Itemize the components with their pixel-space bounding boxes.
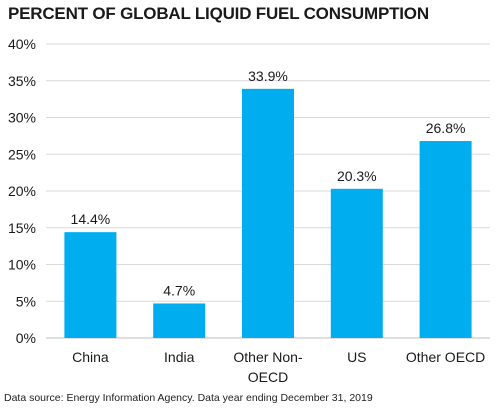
x-tick-label: OECD	[248, 369, 288, 385]
bar	[419, 141, 472, 338]
y-tick-label: 35%	[8, 73, 36, 89]
y-tick-label: 25%	[8, 146, 36, 162]
x-tick-label: Other Non-	[233, 349, 303, 365]
y-tick-label: 20%	[8, 183, 36, 199]
y-tick-label: 30%	[8, 110, 36, 126]
bar	[330, 188, 383, 338]
x-tick-label: US	[347, 349, 366, 365]
y-tick-label: 5%	[16, 293, 36, 309]
data-source-note: Data source: Energy Information Agency. …	[4, 392, 373, 404]
bar	[242, 88, 294, 339]
x-tick-label: China	[72, 349, 109, 365]
y-tick-label: 0%	[16, 330, 36, 346]
chart-title: PERCENT OF GLOBAL LIQUID FUEL CONSUMPTIO…	[8, 4, 429, 23]
bars	[64, 88, 472, 339]
y-axis-tick-labels: 0% 5% 10% 15% 20% 25% 30% 35% 40%	[8, 36, 36, 346]
data-label: 20.3%	[337, 168, 377, 184]
y-tick-label: 10%	[8, 257, 36, 273]
bar	[153, 303, 206, 338]
x-axis-tick-labels: China India Other Non- OECD US Other OECD	[72, 349, 485, 385]
y-tick-label: 15%	[8, 220, 36, 236]
data-label: 26.8%	[426, 120, 466, 136]
data-label: 14.4%	[71, 211, 111, 227]
data-labels: 14.4% 4.7% 33.9% 20.3% 26.8%	[71, 68, 466, 299]
x-tick-label: India	[164, 349, 195, 365]
bar	[64, 232, 117, 338]
data-label: 4.7%	[163, 282, 195, 298]
y-tick-label: 40%	[8, 36, 36, 52]
data-label: 33.9%	[248, 68, 288, 84]
x-tick-label: Other OECD	[406, 349, 485, 365]
